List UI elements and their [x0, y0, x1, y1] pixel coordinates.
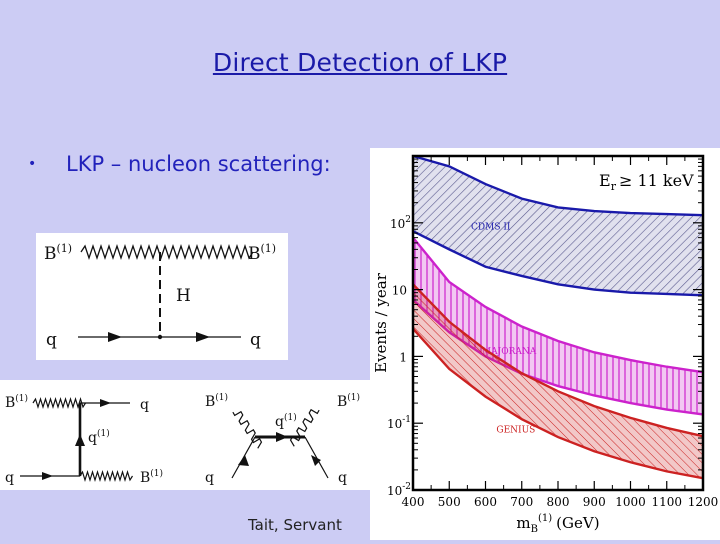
y-tick-label: 1: [399, 350, 407, 364]
y-tick-label: 10-1: [387, 415, 411, 431]
quark-arrow-right-icon: [196, 332, 210, 342]
y-tick-label: 10-2: [387, 482, 411, 498]
arrow-t-vertical-icon: [75, 434, 85, 446]
x-tick-label: 500: [438, 495, 461, 509]
x-tick-label: 1200: [688, 495, 719, 509]
majorana-band: [413, 237, 703, 415]
quark-exchange-svg: B(1) q q(1) q B(1) B(1) B(1) q(1) q q: [5, 392, 360, 486]
genius-band: [413, 284, 703, 479]
x-tick-label: 900: [583, 495, 606, 509]
label-higgs: H: [176, 286, 191, 306]
quark-exchange-diagrams: B(1) q q(1) q B(1) B(1) B(1) q(1) q q: [0, 380, 370, 490]
t-channel-diagram: B(1) q q(1) q B(1): [5, 393, 163, 486]
label-s-q-out: q: [338, 470, 347, 486]
y-tick-label: 102: [390, 215, 411, 231]
higgs-exchange-svg: B(1) B(1) H q q: [44, 242, 276, 350]
s-channel-diagram: B(1) B(1) q(1) q q: [205, 392, 360, 486]
genius-upper-line: [412, 283, 704, 438]
x-tick-label: 1000: [615, 495, 646, 509]
arrow-t-bottom-icon: [42, 472, 53, 480]
chart-ticks: 400 500 600 700 800 900 1000 1100 1200 10-2 10-1 1 1…: [387, 156, 718, 509]
label-t-mediator: q(1): [88, 428, 110, 446]
cdms-ii-lower-line: [412, 230, 704, 297]
vertex-dot: [157, 334, 163, 340]
arrow-s-in-icon: [238, 455, 249, 466]
y-tick-label: 10: [392, 284, 407, 298]
photon-line-s-in: [232, 410, 263, 449]
higgs-exchange-diagram: B(1) B(1) H q q: [36, 233, 288, 360]
x-axis-label: mB(1) (GeV): [516, 513, 599, 535]
label-s-mediator: q(1): [275, 412, 297, 430]
arrow-s-mediator-icon: [276, 432, 288, 442]
label-b-out: B(1): [248, 242, 276, 264]
x-tick-label: 800: [547, 495, 570, 509]
genius-lower-line: [412, 327, 704, 480]
event-rate-chart: CDMS II MAJORANA GENIUS 400 500 600 700 800 900…: [370, 148, 720, 540]
photon-line-top: [80, 243, 254, 261]
majorana-series-label: MAJORANA: [482, 347, 537, 357]
genius-series-label: GENIUS: [496, 426, 535, 436]
event-rate-svg: CDMS II MAJORANA GENIUS 400 500 600 700 800 900…: [372, 154, 718, 535]
slide-title: Direct Detection of LKP: [212, 48, 508, 77]
x-tick-label: 700: [510, 495, 533, 509]
label-t-b-out: B(1): [140, 468, 163, 486]
label-s-q-in: q: [205, 470, 214, 486]
arrow-t-top-icon: [100, 399, 111, 407]
cdms-ii-upper-line: [412, 154, 704, 217]
x-tick-label: 400: [402, 495, 425, 509]
energy-threshold-annotation: Er ≥ 11 keV: [599, 171, 694, 193]
photon-line-t-bottom: [79, 469, 134, 483]
label-t-q-top: q: [140, 397, 149, 413]
arrow-s-out-icon: [311, 455, 321, 466]
bullet-dot-icon: •: [28, 156, 37, 172]
quark-line-s-out: [304, 436, 329, 479]
label-t-q-in: q: [5, 470, 14, 486]
cdms-ii-series-label: CDMS II: [471, 222, 511, 232]
label-b-in: B(1): [44, 242, 72, 264]
photon-line-t-top: [32, 396, 87, 410]
x-tick-label: 600: [474, 495, 497, 509]
photon-line-s-out: [289, 408, 320, 447]
x-tick-label: 1100: [651, 495, 682, 509]
quark-arrow-left-icon: [108, 332, 122, 342]
label-s-b-out: B(1): [337, 392, 360, 410]
chart-bands: CDMS II MAJORANA GENIUS: [412, 154, 704, 480]
label-q-out: q: [250, 330, 261, 350]
label-t-b-in: B(1): [5, 393, 28, 411]
bullet-text: LKP – nucleon scattering:: [66, 152, 331, 176]
label-s-b-in: B(1): [205, 392, 228, 410]
cdms-ii-band: [413, 156, 703, 296]
label-q-in: q: [46, 330, 57, 350]
figure-credit: Tait, Servant: [248, 516, 342, 534]
majorana-upper-line: [412, 236, 704, 374]
bullet-item: • LKP – nucleon scattering:: [28, 152, 331, 176]
y-axis-label: Events / year: [372, 272, 390, 373]
